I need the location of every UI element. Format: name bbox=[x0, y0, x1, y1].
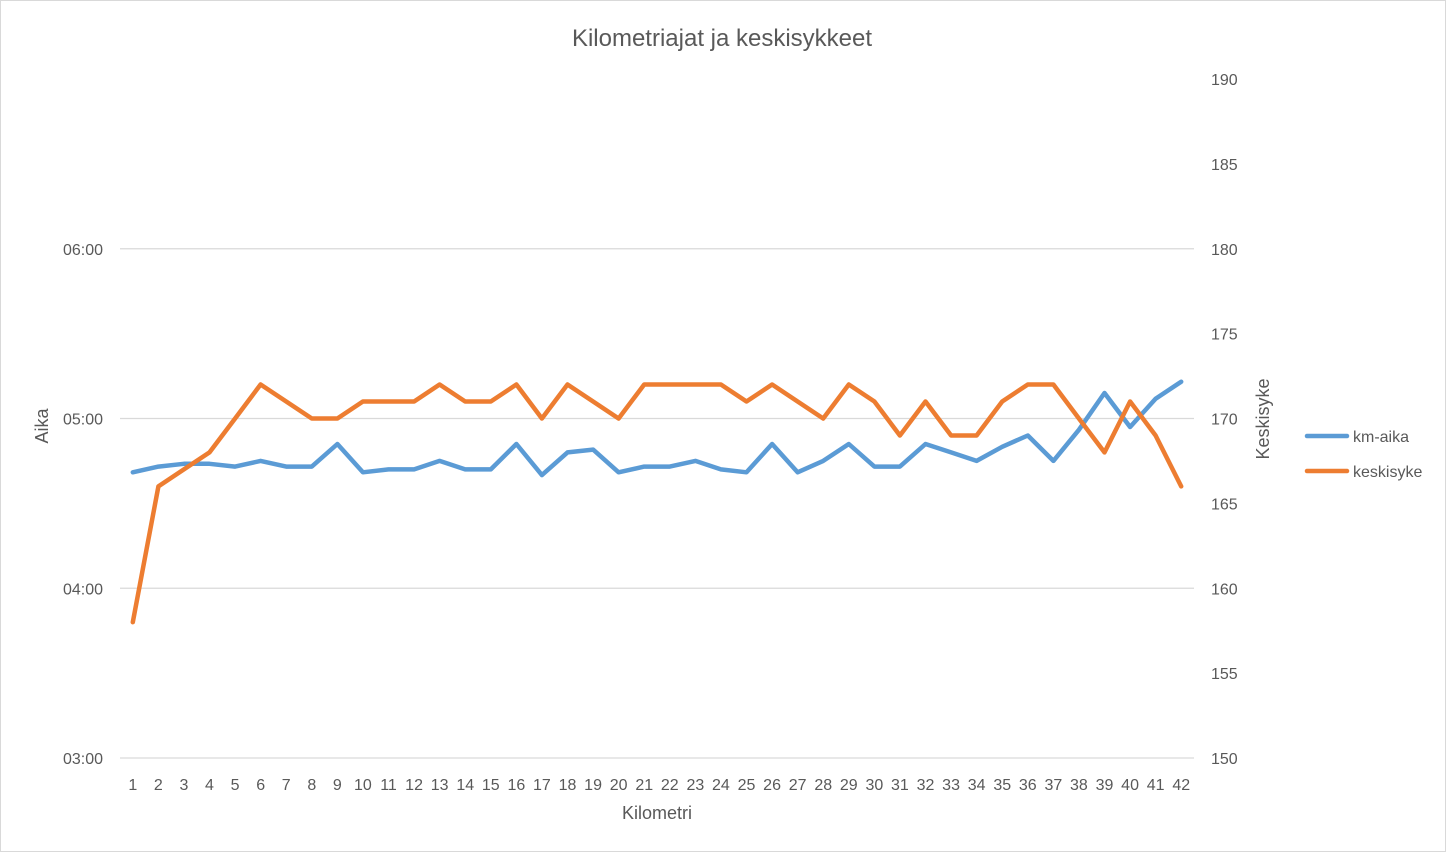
x-tick-label: 38 bbox=[1070, 777, 1088, 794]
x-tick-label: 16 bbox=[507, 777, 525, 794]
x-tick-label: 27 bbox=[789, 777, 807, 794]
y2-tick-label: 165 bbox=[1211, 496, 1238, 513]
y-tick-label: 06:00 bbox=[63, 242, 103, 259]
y2-tick-label: 190 bbox=[1211, 72, 1238, 89]
x-tick-label: 15 bbox=[482, 777, 500, 794]
y-axis-title: Aika bbox=[32, 408, 52, 444]
x-tick-label: 23 bbox=[686, 777, 704, 794]
series-layer bbox=[130, 379, 1184, 625]
y2-tick-label: 175 bbox=[1211, 327, 1238, 344]
x-tick-label: 11 bbox=[380, 777, 397, 794]
x-tick-label: 9 bbox=[333, 777, 342, 794]
series-line-km-aika bbox=[130, 379, 1184, 478]
x-tick-label: 10 bbox=[354, 777, 372, 794]
x-tick-label: 28 bbox=[814, 777, 832, 794]
x-tick-label: 33 bbox=[942, 777, 960, 794]
x-tick-label: 24 bbox=[712, 777, 730, 794]
x-tick-label: 21 bbox=[635, 777, 653, 794]
legend: km-aika keskisyke bbox=[1304, 429, 1422, 481]
x-tick-label: 36 bbox=[1019, 777, 1037, 794]
x-tick-label: 25 bbox=[738, 777, 756, 794]
x-tick-label: 35 bbox=[993, 777, 1011, 794]
x-tick-label: 18 bbox=[559, 777, 577, 794]
x-tick-label: 29 bbox=[840, 777, 858, 794]
x-tick-label: 30 bbox=[865, 777, 883, 794]
x-tick-label: 22 bbox=[661, 777, 679, 794]
y2-axis-ticks: 150 155 160 165 170 175 180 185 190 bbox=[1211, 72, 1238, 768]
x-tick-label: 34 bbox=[968, 777, 986, 794]
x-tick-label: 17 bbox=[533, 777, 551, 794]
x-tick-label: 3 bbox=[179, 777, 188, 794]
y2-axis-title: Keskisyke bbox=[1253, 378, 1273, 459]
x-tick-label: 42 bbox=[1172, 777, 1190, 794]
x-tick-label: 41 bbox=[1147, 777, 1165, 794]
x-tick-label: 8 bbox=[307, 777, 316, 794]
gridlines bbox=[120, 248, 1194, 759]
x-tick-label: 12 bbox=[405, 777, 423, 794]
x-tick-label: 32 bbox=[917, 777, 935, 794]
y-tick-label: 04:00 bbox=[63, 581, 103, 598]
x-tick-label: 20 bbox=[610, 777, 628, 794]
x-tick-label: 4 bbox=[205, 777, 214, 794]
y2-tick-label: 170 bbox=[1211, 412, 1238, 429]
series-line-keskisyke bbox=[130, 382, 1184, 625]
x-axis-title: Kilometri bbox=[622, 803, 692, 823]
y2-tick-label: 150 bbox=[1211, 751, 1238, 768]
x-tick-label: 13 bbox=[431, 777, 449, 794]
legend-label: keskisyke bbox=[1353, 464, 1422, 481]
y2-tick-label: 185 bbox=[1211, 157, 1238, 174]
x-axis-ticks: 1 2 3 4 5 6 7 8 9 10 11 12 13 14 15 16 17 18 19 20 21 22 23 24 2… bbox=[128, 777, 1190, 794]
x-tick-label: 37 bbox=[1044, 777, 1062, 794]
y2-tick-label: 160 bbox=[1211, 581, 1238, 598]
x-tick-label: 2 bbox=[154, 777, 163, 794]
x-tick-label: 40 bbox=[1121, 777, 1139, 794]
legend-label: km-aika bbox=[1353, 429, 1409, 446]
y2-tick-label: 180 bbox=[1211, 242, 1238, 259]
x-tick-label: 39 bbox=[1096, 777, 1114, 794]
y-tick-label: 03:00 bbox=[63, 751, 103, 768]
y-axis-ticks: 03:00 04:00 05:00 06:00 bbox=[63, 242, 103, 768]
y2-tick-label: 155 bbox=[1211, 666, 1238, 683]
x-tick-label: 5 bbox=[231, 777, 240, 794]
x-tick-label: 1 bbox=[128, 777, 137, 794]
x-tick-label: 14 bbox=[456, 777, 474, 794]
x-tick-label: 19 bbox=[584, 777, 602, 794]
y-tick-label: 05:00 bbox=[63, 412, 103, 429]
x-tick-label: 31 bbox=[891, 777, 909, 794]
x-tick-label: 7 bbox=[282, 777, 291, 794]
x-tick-label: 6 bbox=[256, 777, 265, 794]
x-tick-label: 26 bbox=[763, 777, 781, 794]
chart-title: Kilometriajat ja keskisykkeet bbox=[572, 25, 872, 52]
